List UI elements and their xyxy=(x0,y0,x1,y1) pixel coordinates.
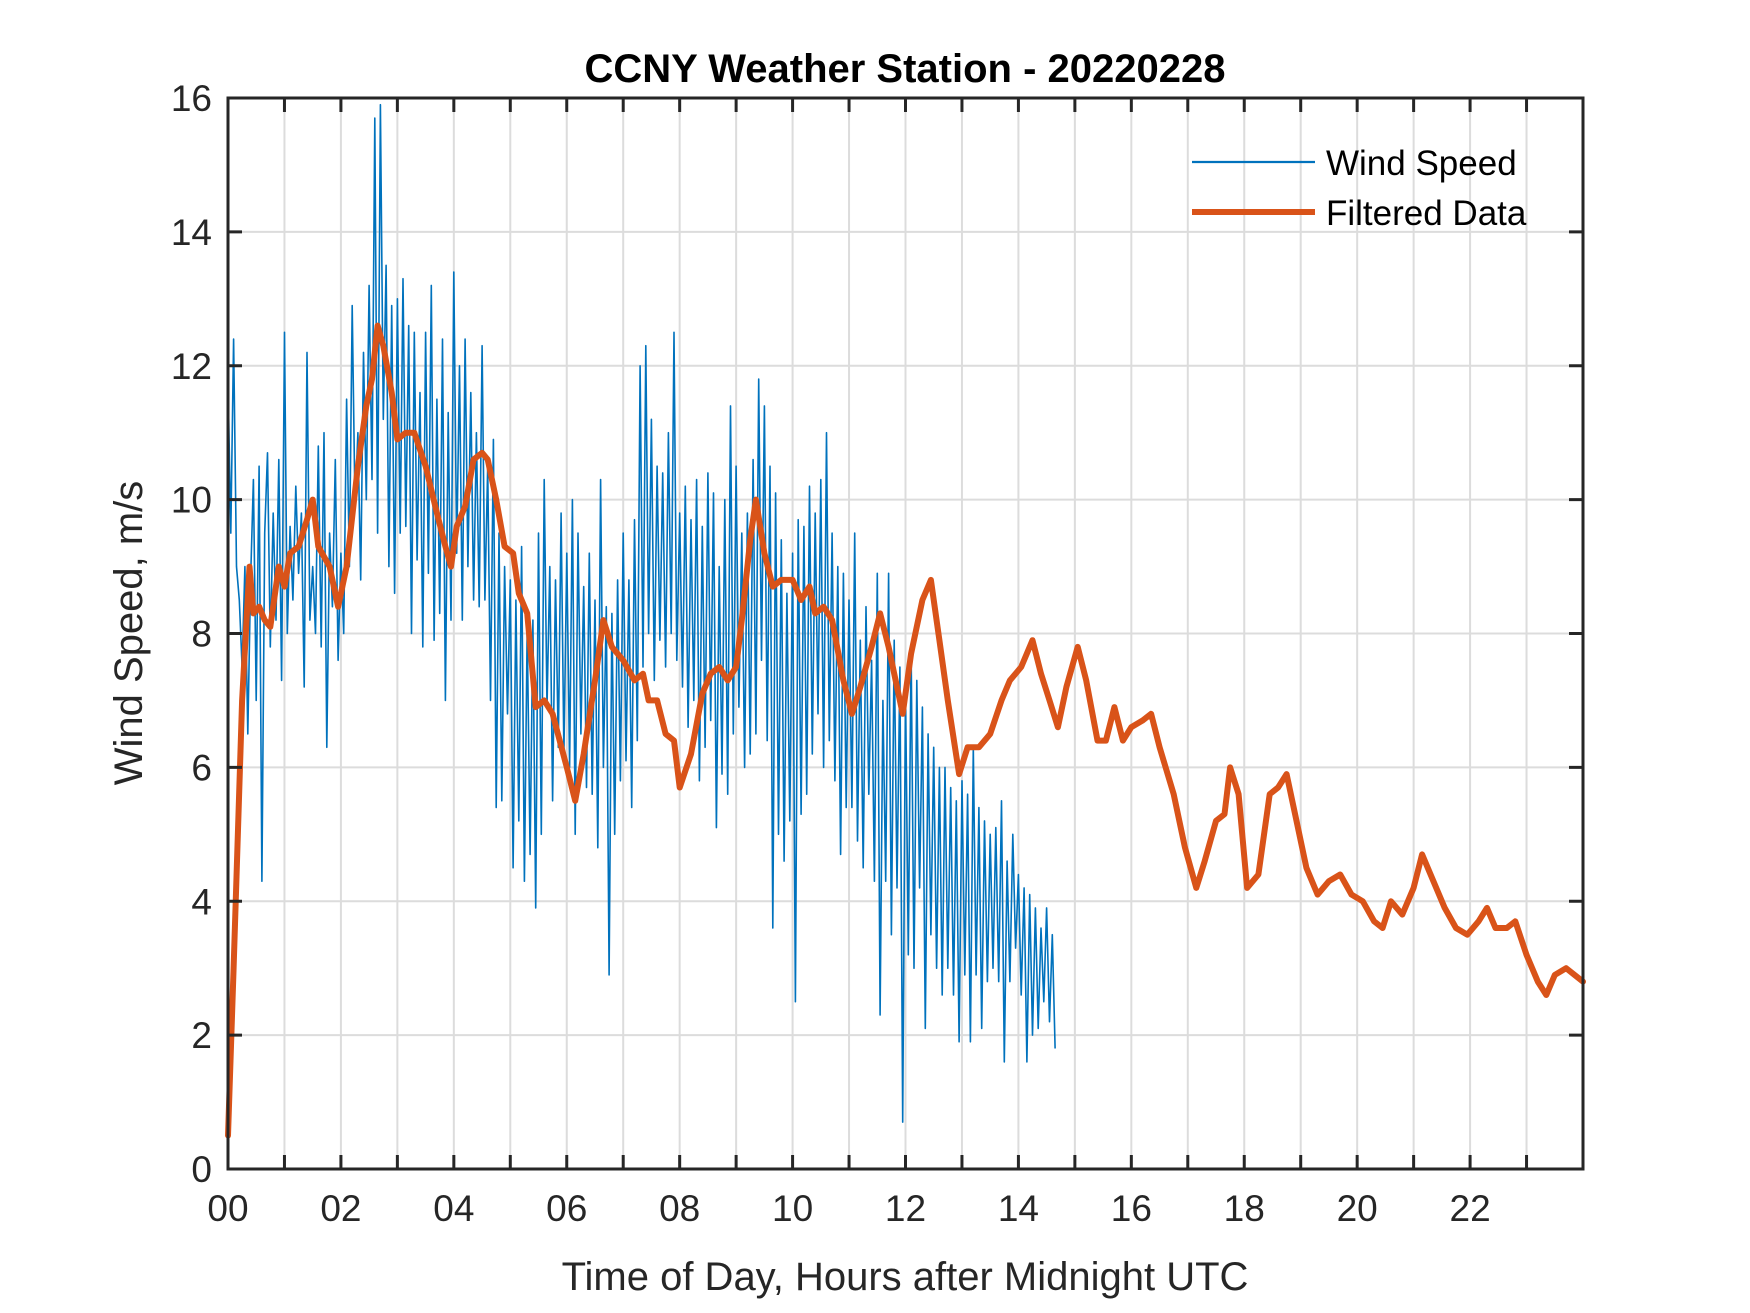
x-tick-label: 10 xyxy=(772,1188,813,1229)
legend: Wind Speed Filtered Data xyxy=(1192,144,1527,233)
wind-speed-line xyxy=(227,103,1056,1123)
y-tick-label: 4 xyxy=(191,881,212,922)
legend-label-wind-speed: Wind Speed xyxy=(1326,144,1517,183)
x-tick-label: 04 xyxy=(433,1188,474,1229)
y-tick-labels: 0 2 4 6 8 10 12 14 16 xyxy=(171,78,212,1190)
x-tick-label: 00 xyxy=(207,1188,248,1229)
x-tick-label: 02 xyxy=(320,1188,361,1229)
y-tick-label: 10 xyxy=(171,480,212,521)
x-tick-label: 18 xyxy=(1224,1188,1265,1229)
x-axis-label: Time of Day, Hours after Midnight UTC xyxy=(562,1255,1249,1299)
y-tick-label: 8 xyxy=(191,614,212,655)
axis-ticks xyxy=(228,98,1583,1169)
filtered-data-line xyxy=(225,322,1586,1139)
x-tick-label: 20 xyxy=(1337,1188,1378,1229)
x-tick-labels: 00 02 04 06 08 10 12 14 16 18 20 22 xyxy=(207,1188,1490,1229)
y-tick-label: 12 xyxy=(171,346,212,387)
y-tick-label: 14 xyxy=(171,212,212,253)
chart-title: CCNY Weather Station - 20220228 xyxy=(585,47,1226,91)
y-tick-label: 2 xyxy=(191,1015,212,1056)
legend-label-filtered-data: Filtered Data xyxy=(1326,194,1527,233)
filtered-data-series xyxy=(225,322,1586,1139)
grid xyxy=(228,98,1583,1169)
x-tick-label: 08 xyxy=(659,1188,700,1229)
y-tick-label: 0 xyxy=(191,1149,212,1190)
y-axis-label: Wind Speed, m/s xyxy=(107,481,151,786)
wind-speed-series xyxy=(227,103,1056,1123)
x-tick-label: 22 xyxy=(1450,1188,1491,1229)
y-tick-label: 6 xyxy=(191,747,212,788)
x-tick-label: 06 xyxy=(546,1188,587,1229)
y-tick-label: 16 xyxy=(171,78,212,119)
x-tick-label: 14 xyxy=(998,1188,1039,1229)
x-tick-label: 12 xyxy=(885,1188,926,1229)
x-tick-label: 16 xyxy=(1111,1188,1152,1229)
